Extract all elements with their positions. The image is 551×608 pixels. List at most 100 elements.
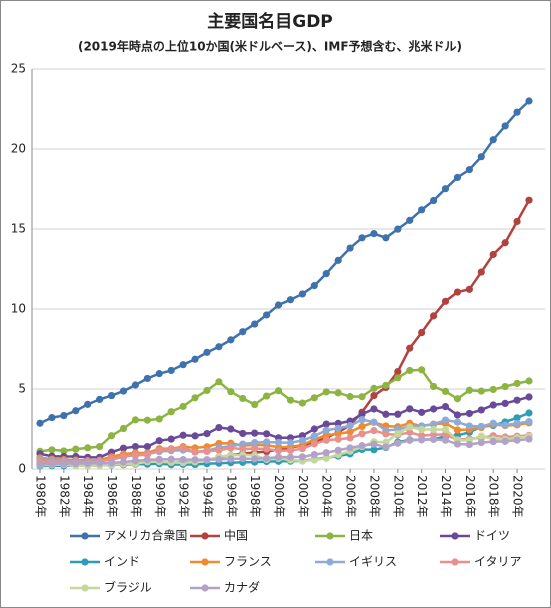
point <box>477 406 485 414</box>
x-tick-label: 2014年 <box>439 475 453 518</box>
point <box>382 410 390 418</box>
point <box>143 374 151 383</box>
point <box>310 456 318 464</box>
point <box>84 400 92 408</box>
point <box>36 419 44 427</box>
point <box>406 344 414 352</box>
point <box>346 434 354 442</box>
point <box>298 290 306 298</box>
point <box>286 296 295 304</box>
point <box>358 422 366 431</box>
point <box>203 348 211 356</box>
series <box>36 435 533 469</box>
point <box>513 396 521 404</box>
point <box>382 430 390 438</box>
point <box>453 426 462 434</box>
point <box>358 234 366 242</box>
point <box>131 457 140 465</box>
point <box>179 455 187 464</box>
point <box>155 446 163 454</box>
x-tick-label: 2006年 <box>344 475 358 518</box>
point <box>239 440 247 448</box>
point <box>191 456 199 464</box>
point <box>227 388 235 396</box>
point <box>489 385 497 394</box>
x-tick-label: 2000年 <box>272 475 286 518</box>
point <box>274 301 283 309</box>
x-tick-label: 1998年 <box>248 475 262 518</box>
point <box>477 268 485 276</box>
point <box>310 394 318 402</box>
point <box>72 459 80 468</box>
x-tick-label: 1980年 <box>34 475 48 518</box>
point <box>298 453 306 461</box>
point <box>251 429 259 437</box>
point <box>489 250 497 259</box>
legend-marker <box>326 532 334 540</box>
point <box>251 400 259 409</box>
chart-title: 主要国名目GDP <box>207 11 333 32</box>
point <box>406 216 414 224</box>
point <box>382 381 390 389</box>
point <box>239 429 247 438</box>
point <box>406 428 414 436</box>
point <box>155 455 163 463</box>
point <box>274 387 283 395</box>
point <box>477 422 485 431</box>
point <box>143 456 151 464</box>
point <box>334 419 342 427</box>
point <box>263 392 271 400</box>
point <box>107 459 116 467</box>
series <box>36 97 533 427</box>
point <box>477 439 485 447</box>
point <box>429 196 438 205</box>
point <box>322 436 330 444</box>
point <box>465 386 473 394</box>
point <box>286 446 295 455</box>
point <box>322 426 330 434</box>
point <box>155 370 163 378</box>
point <box>334 424 342 432</box>
legend-marker <box>81 558 89 566</box>
point <box>131 381 140 389</box>
point <box>191 432 199 440</box>
point <box>394 374 402 382</box>
point <box>167 445 175 453</box>
point <box>251 320 259 328</box>
point <box>215 343 223 351</box>
point <box>370 391 378 400</box>
point <box>131 443 140 451</box>
point <box>394 225 402 233</box>
point <box>429 420 438 428</box>
y-tick-label: 25 <box>11 62 26 76</box>
point <box>167 435 175 443</box>
point <box>131 416 140 424</box>
point <box>453 173 462 182</box>
legend-label: イギリス <box>349 555 397 569</box>
point <box>322 270 330 278</box>
point <box>263 454 271 462</box>
point <box>286 453 295 461</box>
point <box>155 437 163 445</box>
legend-marker <box>201 584 209 592</box>
point <box>215 455 223 463</box>
point <box>322 449 330 457</box>
point <box>310 451 318 459</box>
point <box>370 418 378 426</box>
point <box>191 448 199 456</box>
point <box>465 440 473 449</box>
point <box>143 443 151 451</box>
point <box>179 402 187 411</box>
point <box>370 405 378 413</box>
point <box>179 444 187 452</box>
legend-label: ドイツ <box>474 529 510 543</box>
point <box>465 409 473 418</box>
legend-marker <box>326 558 334 566</box>
point <box>322 454 330 462</box>
point <box>501 122 509 130</box>
legend-marker <box>81 584 89 592</box>
point <box>107 432 116 440</box>
point <box>513 414 521 422</box>
point <box>525 435 533 443</box>
